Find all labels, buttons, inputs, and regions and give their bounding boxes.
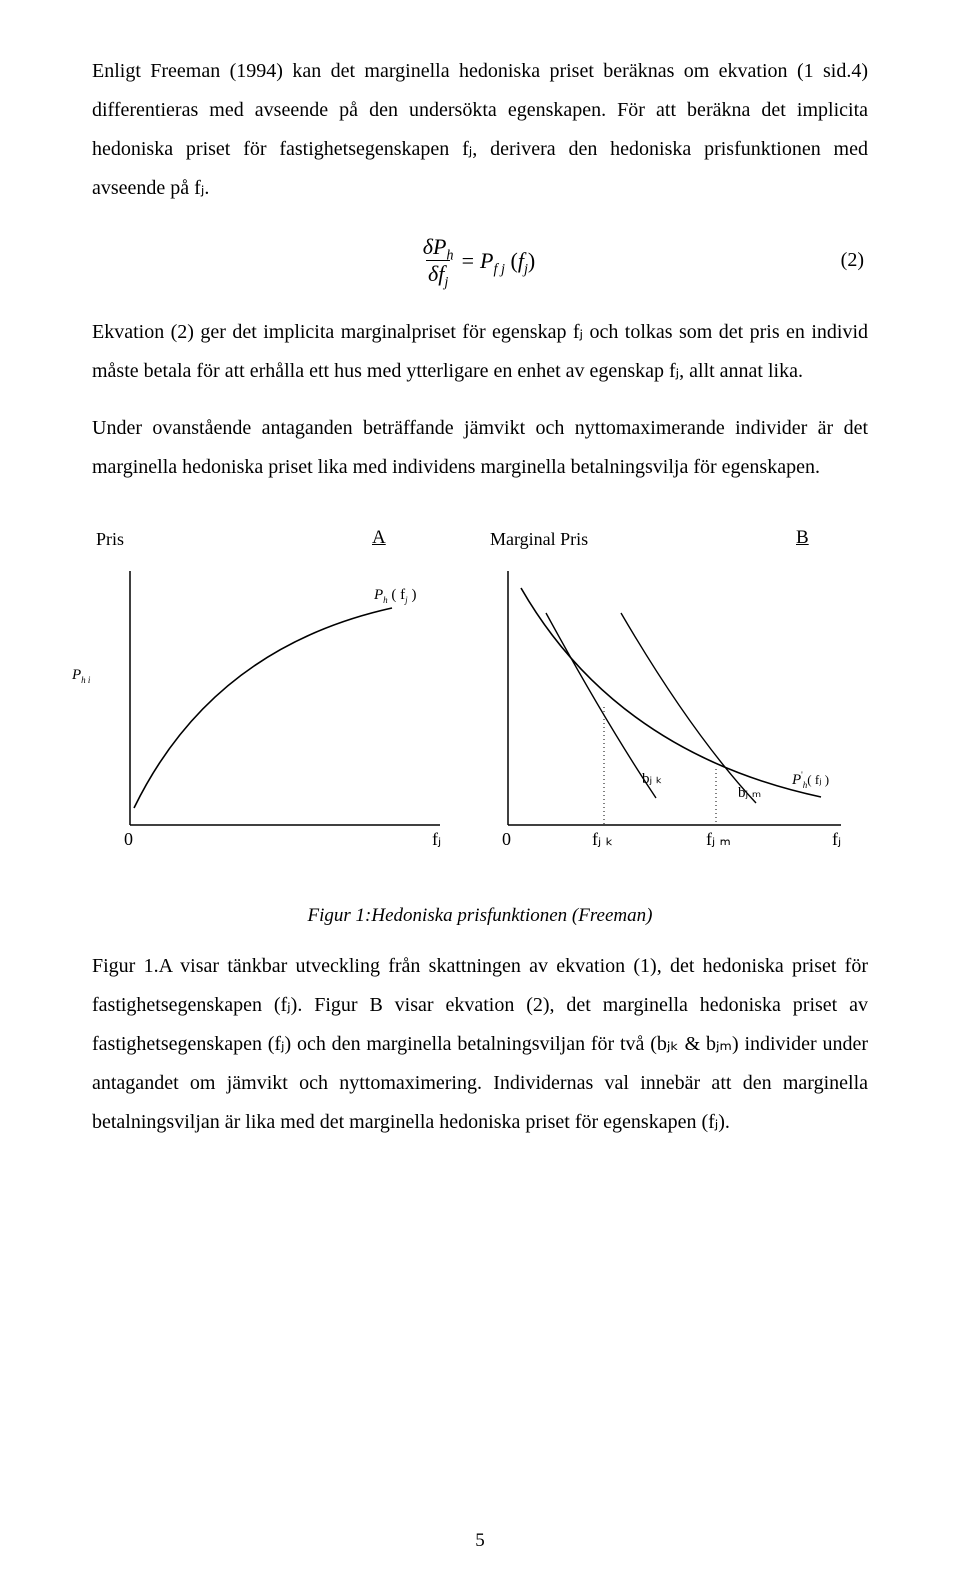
- figure-caption: Figur 1:Hedoniska prisfunktionen (Freema…: [92, 905, 868, 927]
- body-text-block-3: Under ovanstående antaganden beträffande…: [92, 409, 868, 487]
- para-2: Ekvation (2) ger det implicita marginalp…: [92, 313, 868, 391]
- body-text-block-1: Enligt Freeman (1994) kan det marginella…: [92, 52, 868, 208]
- fig-b-bjm-label: bⱼ ₘ: [738, 783, 761, 802]
- fig-b-xlabel-k: fⱼ ₖ: [592, 829, 613, 850]
- fig-b-xlabel-end: fⱼ: [832, 829, 841, 850]
- para-4: Figur 1.A visar tänkbar utveckling från …: [92, 947, 868, 1142]
- eq-den-delta: δf: [428, 261, 444, 286]
- eq-rhs-close: ): [528, 248, 535, 273]
- eq-fraction: δPh δfj: [421, 236, 456, 285]
- figure-b-svg: [486, 553, 856, 853]
- figure-b-label: B: [796, 527, 809, 549]
- para-1: Enligt Freeman (1994) kan det marginella…: [92, 52, 868, 208]
- figure-a: A Pris Ph ( fj ) Ph i 0 fⱼ: [92, 527, 462, 887]
- eq-rhs-Psub: f j: [493, 261, 505, 277]
- eq-center: δPh δfj = Pf j (fj): [421, 236, 536, 285]
- fig-b-xlabel-m: fⱼ ₘ: [706, 829, 731, 850]
- para-3: Under ovanstående antaganden beträffande…: [92, 409, 868, 487]
- eq-rhs-P: P: [480, 248, 493, 273]
- fig-a-phi-sub: h i: [81, 675, 90, 685]
- fig-a-zero: 0: [124, 829, 133, 850]
- fig-b-ph-sup: ': [801, 770, 803, 780]
- eq-numerator: δPh: [421, 236, 456, 260]
- fig-a-curve-close: ): [408, 587, 417, 603]
- page-number: 5: [0, 1530, 960, 1552]
- eq-rhs: Pf j (fj): [480, 248, 535, 274]
- fig-a-xlabel: fⱼ: [432, 829, 441, 850]
- eq-rhs-open: (: [510, 248, 517, 273]
- figure-a-ytitle: Pris: [96, 529, 124, 550]
- eq-denominator: δfj: [426, 260, 450, 285]
- fig-a-curve: [134, 608, 392, 808]
- fig-b-bjk-curve: [546, 613, 656, 798]
- figure-b: B Marginal Pris bⱼ ₖ bⱼ ₘ P'h( fⱼ ): [486, 527, 856, 887]
- equation-2: δPh δfj = Pf j (fj) (2): [92, 236, 868, 285]
- eq-den-sub: j: [444, 274, 448, 290]
- body-text-block-4: Figur 1.A visar tänkbar utveckling från …: [92, 947, 868, 1142]
- fig-b-zero: 0: [502, 829, 511, 850]
- fig-a-phi-label: Ph i: [72, 667, 90, 684]
- body-text-block-2: Ekvation (2) ger det implicita marginalp…: [92, 313, 868, 391]
- fig-b-ph-P: P: [792, 772, 801, 788]
- eq-num-delta: δP: [423, 234, 447, 259]
- figure-a-label: A: [372, 527, 386, 549]
- figure-b-ytitle: Marginal Pris: [490, 529, 588, 550]
- page: Enligt Freeman (1994) kan det marginella…: [0, 0, 960, 1574]
- fig-b-ph-rest: ( fⱼ ): [807, 772, 829, 787]
- fig-a-curve-paren: ( f: [388, 587, 406, 603]
- fig-a-curve-P: P: [374, 587, 383, 603]
- figure-row: A Pris Ph ( fj ) Ph i 0 fⱼ B Marginal Pr…: [92, 527, 868, 887]
- fig-a-phi-P: P: [72, 667, 81, 683]
- fig-b-bjk-label: bⱼ ₖ: [642, 769, 662, 788]
- fig-a-curve-label: Ph ( fj ): [374, 587, 416, 604]
- eq-equals: =: [462, 248, 474, 274]
- eq-label: (2): [535, 249, 868, 272]
- fig-b-ph-label: P'h( fⱼ ): [792, 772, 829, 789]
